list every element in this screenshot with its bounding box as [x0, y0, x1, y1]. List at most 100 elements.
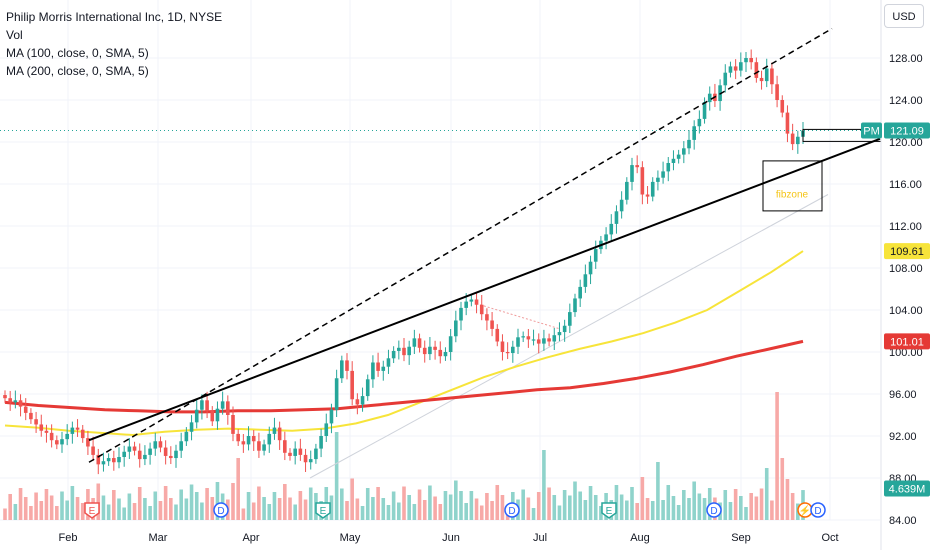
volume-bar: [29, 506, 33, 520]
volume-bar: [526, 497, 531, 520]
candle-body: [578, 286, 582, 299]
axis-badges: PM 121.09 109.61 101.01 4.639M: [861, 122, 930, 497]
candle-body: [796, 136, 800, 145]
last-price-badge-bg: [884, 122, 930, 139]
ma200-badge: 101.01: [890, 336, 924, 348]
candle-body: [573, 298, 577, 313]
volume-bar: [723, 490, 728, 520]
event-label: E: [606, 506, 613, 517]
candle-body: [443, 352, 448, 357]
candle-body: [29, 412, 33, 420]
candle-body: [593, 249, 598, 262]
event-label: D: [814, 506, 821, 517]
earnings-marker: [84, 502, 100, 519]
volume-bar: [635, 503, 639, 520]
candle-body: [479, 304, 484, 315]
dividend-marker: [706, 502, 722, 518]
candle-body: [13, 400, 18, 403]
volume-bar: [785, 479, 790, 520]
candle-body: [184, 431, 189, 442]
candle-body: [251, 436, 256, 442]
candle-body: [474, 299, 479, 305]
candle-body: [153, 441, 158, 449]
currency-button[interactable]: USD: [884, 4, 924, 28]
volume-bar: [464, 503, 468, 520]
candle-body: [200, 400, 204, 410]
price-tick-label: 112.00: [889, 221, 922, 233]
volume-bar: [55, 506, 59, 520]
earnings-marker: [315, 502, 331, 519]
event-label: E: [89, 506, 96, 517]
volume-bar: [34, 492, 38, 520]
volume-bar: [619, 494, 624, 520]
candle-body: [656, 177, 660, 182]
volume-bar: [474, 498, 479, 520]
candle-body: [324, 423, 329, 436]
candles: [3, 49, 805, 475]
ma100-indicator-label[interactable]: MA (100, close, 0, SMA, 5): [6, 46, 149, 60]
volume-bar: [770, 500, 774, 520]
dividend-marker: [810, 502, 826, 518]
candle-body: [272, 427, 277, 434]
candle-body: [49, 432, 54, 441]
candle-body: [433, 346, 437, 350]
volume-bar: [443, 491, 448, 520]
candle-body: [557, 332, 562, 336]
volume-bar: [495, 485, 500, 520]
price-tick-label: 96.00: [889, 389, 917, 401]
volume-badge: 4.639M: [889, 484, 926, 496]
candle-body: [635, 165, 639, 168]
candle-body: [583, 274, 588, 287]
volume-bar: [583, 500, 588, 520]
volume-bar: [402, 486, 406, 520]
volume-bar: [215, 482, 220, 520]
trend-lines[interactable]: [88, 27, 881, 463]
volume-bar: [433, 496, 437, 520]
volume-bar: [417, 489, 422, 520]
candle-body: [65, 433, 69, 440]
volume-bar: [454, 480, 458, 520]
volume-bar: [371, 497, 375, 520]
event-label: E: [320, 506, 327, 517]
time-tick-label: Jun: [442, 532, 460, 544]
volume-bar: [143, 498, 147, 520]
price-tick-label: 84.00: [889, 515, 917, 527]
candle-body: [568, 312, 572, 326]
volume-bar: [127, 493, 132, 520]
candle-body: [775, 84, 779, 100]
event-markers[interactable]: E D E D E D ⚡ D: [84, 502, 826, 519]
candle-body: [417, 338, 422, 348]
volume-indicator-label[interactable]: Vol: [6, 28, 23, 42]
volume-bar: [422, 500, 427, 520]
candle-body: [86, 438, 90, 447]
volume-bar: [702, 498, 707, 520]
volume-bar: [272, 492, 277, 520]
volume-bar: [531, 508, 536, 520]
fib-zone-label: fibzone: [776, 190, 809, 201]
candle-body: [505, 352, 510, 354]
time-tick-label: Oct: [821, 532, 838, 544]
candle-body: [3, 395, 7, 399]
ma200-indicator-label[interactable]: MA (200, close, 0, SMA, 5): [6, 64, 149, 78]
volume-bar: [625, 500, 629, 520]
candle-body: [158, 441, 163, 448]
volume-bar: [148, 506, 152, 520]
time-tick-label: Sep: [731, 532, 751, 544]
candle-body: [231, 415, 235, 434]
candle-body: [422, 347, 427, 355]
candle-body: [723, 72, 728, 86]
candle-body: [8, 398, 12, 403]
time-axis[interactable]: Feb Mar Apr May Jun Jul Aug Sep Oct: [59, 532, 839, 544]
volume-bar: [283, 484, 287, 520]
dividend-marker: [504, 502, 520, 518]
ma100-badge: 109.61: [890, 246, 924, 258]
price-axis[interactable]: 84.0088.0092.0096.00100.00104.00108.0011…: [880, 0, 923, 550]
symbol-title[interactable]: Philip Morris International Inc, 1D, NYS…: [6, 10, 223, 24]
candle-body: [536, 339, 541, 344]
candle-body: [438, 349, 443, 357]
candle-body: [625, 181, 629, 200]
volume-bar: [469, 491, 474, 520]
volume-bar: [599, 506, 603, 520]
volume-bar: [536, 492, 541, 520]
